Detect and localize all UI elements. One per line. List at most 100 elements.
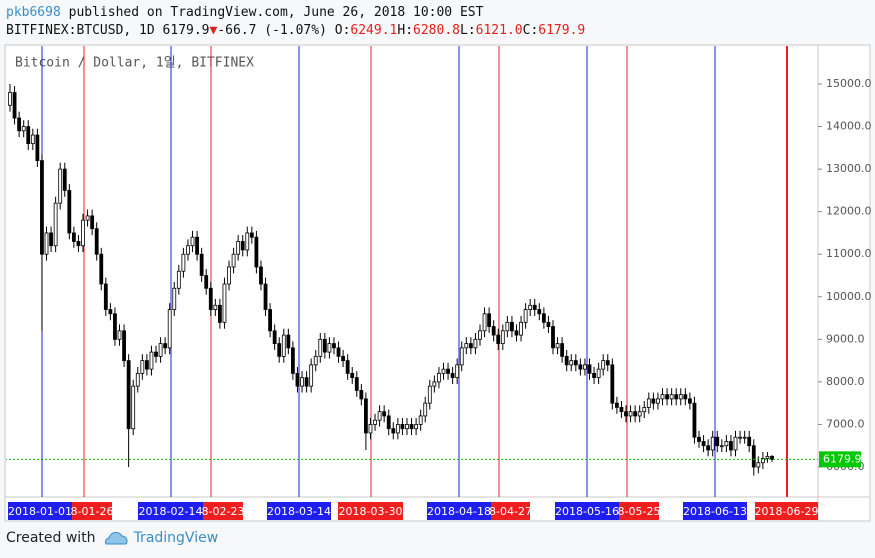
candle-body [633, 411, 638, 417]
candle-body [573, 360, 578, 366]
candle-body [94, 228, 99, 255]
candle-body [514, 330, 519, 336]
brand-link[interactable]: TradingView [104, 530, 218, 546]
candle-body [350, 372, 355, 379]
candle-body [386, 415, 391, 430]
candle-body [181, 253, 186, 272]
candle-body [747, 436, 752, 447]
candle-body [519, 321, 523, 336]
candle-body [468, 343, 473, 349]
last-price: 6179.9 [162, 23, 210, 38]
ohlc-key: L: [460, 23, 476, 38]
marker-box [338, 502, 403, 520]
candle-body [619, 407, 624, 413]
candle-body [144, 360, 149, 370]
candle-body [158, 343, 163, 357]
y-tick-label: 11000.0 [826, 247, 872, 260]
arrow: ▼ [209, 23, 218, 38]
marker-box [203, 502, 243, 520]
candle-body [318, 338, 323, 357]
marker-label: 8-02-23 [202, 505, 245, 518]
candle-body [391, 428, 396, 434]
candle-body [719, 445, 724, 448]
candle-body [71, 232, 76, 242]
candle-body [186, 245, 190, 255]
candle-body [281, 334, 286, 357]
candle-body [122, 330, 126, 362]
candle-body [204, 275, 209, 289]
marker-box [683, 502, 747, 520]
ohlc: O:6249.1H:6280.8L:6121.0C:6179.9 [335, 23, 586, 38]
candle-body [277, 343, 282, 357]
candle-body [715, 436, 720, 447]
candle-body [697, 436, 701, 442]
candle-body [706, 445, 711, 451]
candle-body [437, 372, 441, 383]
candle-body [569, 360, 574, 366]
plot [6, 46, 818, 497]
candle-body [400, 424, 405, 430]
candle-body [583, 364, 587, 370]
candle-body [368, 424, 373, 434]
candle-body [756, 462, 761, 468]
ohlc-key: O: [334, 23, 351, 38]
candle-body [405, 424, 409, 430]
candle-body [487, 313, 492, 327]
candle-body [131, 385, 136, 430]
candle-body [382, 411, 387, 417]
candle-body [272, 330, 277, 344]
candle-body [254, 236, 259, 268]
candle-body [291, 347, 295, 374]
candle-body [117, 330, 122, 340]
chart: Bitcoin / Dollar, 1일, BITFINEX 6000.0700… [4, 44, 872, 522]
candle-body [765, 455, 770, 459]
candle-body [409, 424, 414, 430]
y-tick-label: 15000.0 [826, 77, 872, 90]
y-tick-label: 12000.0 [826, 205, 872, 218]
marker-box [491, 502, 530, 520]
candle-body [541, 313, 546, 323]
candle-body [222, 283, 227, 323]
candle-body [44, 232, 49, 255]
candle-body [560, 343, 565, 357]
candle-body [441, 368, 446, 374]
y-tick-label: 13000.0 [826, 162, 872, 175]
author[interactable]: pkb6698 [6, 5, 61, 20]
ohlc-key: C: [522, 23, 539, 38]
candle-body [12, 92, 17, 119]
candle-body [217, 304, 222, 323]
candle-body [341, 355, 345, 362]
candle-body [81, 219, 85, 247]
candle-body [327, 343, 332, 353]
candle-body [614, 402, 619, 408]
candle-body [99, 253, 104, 285]
candle-body [359, 389, 364, 400]
candle-body [523, 309, 528, 323]
candle-body [423, 402, 428, 417]
candle-body [199, 253, 204, 276]
watermark: Bitcoin / Dollar, 1일, BITFINEX [15, 56, 254, 71]
candle-body [40, 160, 44, 255]
candle-body [528, 304, 533, 310]
candle-body [642, 407, 647, 413]
candle-body [418, 415, 423, 425]
candle-body [729, 441, 733, 451]
candle-body [555, 343, 560, 349]
candle-body [154, 351, 158, 357]
candle-body [742, 436, 747, 439]
candle-body [628, 411, 633, 417]
candle-body [496, 334, 501, 344]
candle-body [322, 338, 327, 353]
chart-frame [4, 44, 871, 522]
candle-body [432, 381, 437, 387]
marker-label: 8-04-27 [489, 505, 532, 518]
candle-body [313, 355, 318, 366]
marker-box [427, 502, 491, 520]
marker-label: 2018-05-16 [555, 505, 619, 518]
candle-body [692, 402, 697, 438]
candle-body [295, 372, 300, 387]
candle-body [610, 364, 615, 404]
symbol: BITFINEX:BTCUSD, 1D [6, 23, 155, 38]
price-label-box [819, 451, 861, 468]
candle-body [377, 411, 382, 421]
